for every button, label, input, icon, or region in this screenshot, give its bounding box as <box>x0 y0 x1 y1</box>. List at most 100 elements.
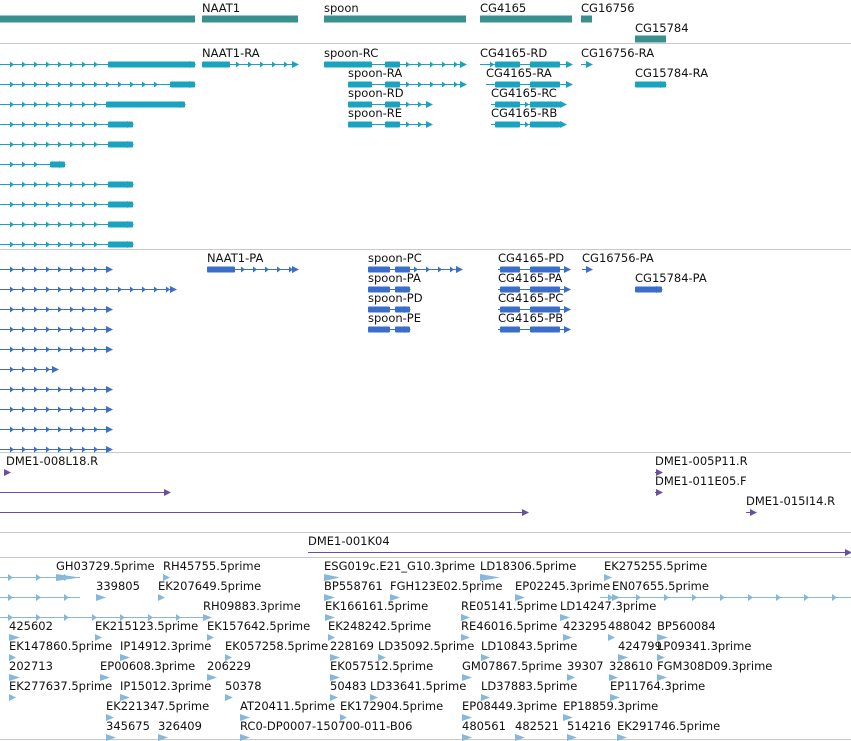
est-feature-ek147860-5prime[interactable]: EK147860.5prime <box>9 639 112 661</box>
clone-feature-dme1-005p11-r[interactable]: DME1-005P11.R <box>655 454 748 476</box>
est-feature-425602[interactable]: 425602 <box>9 619 53 641</box>
gene-feature-spoon[interactable]: spoon <box>324 1 466 23</box>
est-feature-ld37883-5prime[interactable]: LD37883.5prime <box>481 679 577 701</box>
transcript-feature[interactable] <box>0 141 134 148</box>
est-feature-re46016-5prime[interactable]: RE46016.5prime <box>461 619 557 641</box>
clone-feature[interactable] <box>0 509 529 516</box>
est-feature-482521[interactable]: 482521 <box>515 719 559 741</box>
est-feature-ep08449-3prime[interactable]: EP08449.3prime <box>462 699 557 721</box>
transcript-feature-cg4165-rd[interactable]: CG4165-RD <box>480 46 573 68</box>
protein-feature-cg4165-pc[interactable]: CG4165-PC <box>498 291 571 313</box>
est-feature-ek215123-5prime[interactable]: EK215123.5prime <box>95 619 198 641</box>
est-feature-gh03729-5prime[interactable]: GH03729.5prime <box>56 559 155 581</box>
est-feature-206229[interactable]: 206229 <box>207 659 251 681</box>
est-feature-ld10843-5prime[interactable]: LD10843.5prime <box>481 639 577 661</box>
transcript-feature[interactable] <box>0 61 196 68</box>
gene-feature-naat1[interactable]: NAAT1 <box>202 1 298 23</box>
est-feature-480561[interactable]: 480561 <box>462 719 506 741</box>
protein-feature-spoon-pd[interactable]: spoon-PD <box>368 291 423 313</box>
est-feature-339805[interactable]: 339805 <box>96 579 140 601</box>
est-feature-ep18859-3prime[interactable]: EP18859.3prime <box>563 699 658 721</box>
est-feature-en07655-5prime[interactable]: EN07655.5prime <box>612 579 709 601</box>
transcript-feature[interactable] <box>0 201 134 208</box>
est-feature-328610[interactable]: 328610 <box>609 659 653 681</box>
est-feature-at20411-5prime[interactable]: AT20411.5prime <box>240 699 335 721</box>
est-feature-39307[interactable]: 39307 <box>567 659 604 681</box>
protein-feature[interactable] <box>0 266 113 273</box>
est-feature-ek057258-5prime[interactable]: EK057258.5prime <box>225 639 328 661</box>
est-feature-ld14247-3prime[interactable]: LD14247.3prime <box>560 599 656 621</box>
protein-feature-spoon-pa[interactable]: spoon-PA <box>368 271 421 293</box>
protein-feature-cg4165-pd[interactable]: CG4165-PD <box>498 251 571 273</box>
est-feature-rc0-dp0007-150700-011-b06[interactable]: RC0-DP0007-150700-011-B06 <box>240 719 412 741</box>
est-feature-423295[interactable]: 423295 <box>563 619 607 641</box>
transcript-feature[interactable] <box>0 181 134 188</box>
protein-feature[interactable] <box>0 426 113 433</box>
est-feature-ek172904-5prime[interactable]: EK172904.5prime <box>340 699 443 721</box>
transcript-feature-spoon-rd[interactable]: spoon-RD <box>348 86 433 108</box>
est-feature[interactable] <box>600 594 851 601</box>
protein-feature-cg15784-pa[interactable]: CG15784-PA <box>635 271 707 293</box>
est-feature-ek277637-5prime[interactable]: EK277637.5prime <box>9 679 112 701</box>
est-feature-ek166161-5prime[interactable]: EK166161.5prime <box>325 599 428 621</box>
est-feature-50378[interactable]: 50378 <box>225 679 262 701</box>
est-feature-lp09341-3prime[interactable]: LP09341.3prime <box>657 639 751 661</box>
est-feature-ek207649-5prime[interactable]: EK207649.5prime <box>158 579 261 601</box>
est-feature-rh09883-3prime[interactable]: RH09883.3prime <box>203 599 301 621</box>
clone-feature-dme1-008l18-r[interactable]: DME1-008L18.R <box>4 454 98 476</box>
est-feature-ip15012-3prime[interactable]: IP15012.3prime <box>120 679 211 701</box>
est-feature-424799[interactable]: 424799 <box>618 639 662 661</box>
est-feature-ek157642-5prime[interactable]: EK157642.5prime <box>207 619 310 641</box>
transcript-feature-cg4165-rb[interactable]: CG4165-RB <box>491 106 567 128</box>
est-feature-ek275255-5prime[interactable]: EK275255.5prime <box>604 559 707 581</box>
protein-feature-naat1-pa[interactable]: NAAT1-PA <box>207 251 299 273</box>
protein-feature[interactable] <box>0 326 113 333</box>
est-feature-gm07867-5prime[interactable]: GM07867.5prime <box>462 659 562 681</box>
est-feature-ek248242-5prime[interactable]: EK248242.5prime <box>328 619 431 641</box>
protein-feature-spoon-pe[interactable]: spoon-PE <box>368 311 421 333</box>
protein-feature[interactable] <box>0 346 113 353</box>
clone-feature-dme1-015i14-r[interactable]: DME1-015I14.R <box>746 494 835 516</box>
est-feature-fgh123e02-5prime[interactable]: FGH123E02.5prime <box>390 579 503 601</box>
est-feature-ld35092-5prime[interactable]: LD35092.5prime <box>378 639 474 661</box>
transcript-feature[interactable] <box>0 221 134 228</box>
est-feature-326409[interactable]: 326409 <box>158 719 202 741</box>
est-feature-ld33641-5prime[interactable]: LD33641.5prime <box>370 679 466 701</box>
protein-feature[interactable] <box>0 366 59 373</box>
transcript-feature-cg15784-ra[interactable]: CG15784-RA <box>635 66 708 88</box>
transcript-feature-naat1-ra[interactable]: NAAT1-RA <box>202 46 299 68</box>
est-feature-esg019c-e21-g10-3prime[interactable]: ESG019c.E21_G10.3prime <box>324 559 475 581</box>
transcript-feature-cg4165-ra[interactable]: CG4165-RA <box>486 66 573 88</box>
transcript-feature-spoon-re[interactable]: spoon-RE <box>348 106 433 128</box>
est-feature-50483[interactable]: 50483 <box>330 679 367 701</box>
est-feature[interactable] <box>0 614 203 621</box>
est-feature-ip14912-3prime[interactable]: IP14912.3prime <box>120 639 211 661</box>
gene-feature-cg15784[interactable]: CG15784 <box>635 21 689 43</box>
est-feature-514216[interactable]: 514216 <box>567 719 611 741</box>
est-feature-488042[interactable]: 488042 <box>608 619 652 641</box>
protein-feature[interactable] <box>0 386 113 393</box>
est-feature-ek057512-5prime[interactable]: EK057512.5prime <box>330 659 433 681</box>
est-feature-bp558761[interactable]: BP558761 <box>324 579 383 601</box>
protein-feature[interactable] <box>0 306 113 313</box>
transcript-feature[interactable] <box>0 101 186 108</box>
bac-feature-dme1-001k04[interactable]: DME1-001K04 <box>308 534 851 556</box>
transcript-feature[interactable] <box>0 81 196 88</box>
est-feature-ep00608-3prime[interactable]: EP00608.3prime <box>100 659 195 681</box>
protein-feature[interactable] <box>0 286 177 293</box>
protein-feature-spoon-pc[interactable]: spoon-PC <box>368 251 463 273</box>
est-feature-ep11764-3prime[interactable]: EP11764.3prime <box>610 679 705 701</box>
est-feature[interactable] <box>0 594 80 601</box>
transcript-feature-cg4165-rc[interactable]: CG4165-RC <box>491 86 567 108</box>
est-feature-ep02245-3prime[interactable]: EP02245.3prime <box>515 579 610 601</box>
est-feature-345675[interactable]: 345675 <box>106 719 150 741</box>
protein-feature[interactable] <box>0 406 113 413</box>
transcript-feature-cg16756-ra[interactable]: CG16756-RA <box>581 46 654 68</box>
clone-feature[interactable] <box>0 489 171 496</box>
gene-feature-cg4165[interactable]: CG4165 <box>480 1 572 23</box>
protein-feature[interactable] <box>0 446 113 453</box>
transcript-feature[interactable] <box>0 121 134 128</box>
transcript-feature[interactable] <box>0 161 66 168</box>
gene-feature[interactable] <box>0 15 195 23</box>
clone-feature-dme1-011e05-f[interactable]: DME1-011E05.F <box>655 474 747 496</box>
